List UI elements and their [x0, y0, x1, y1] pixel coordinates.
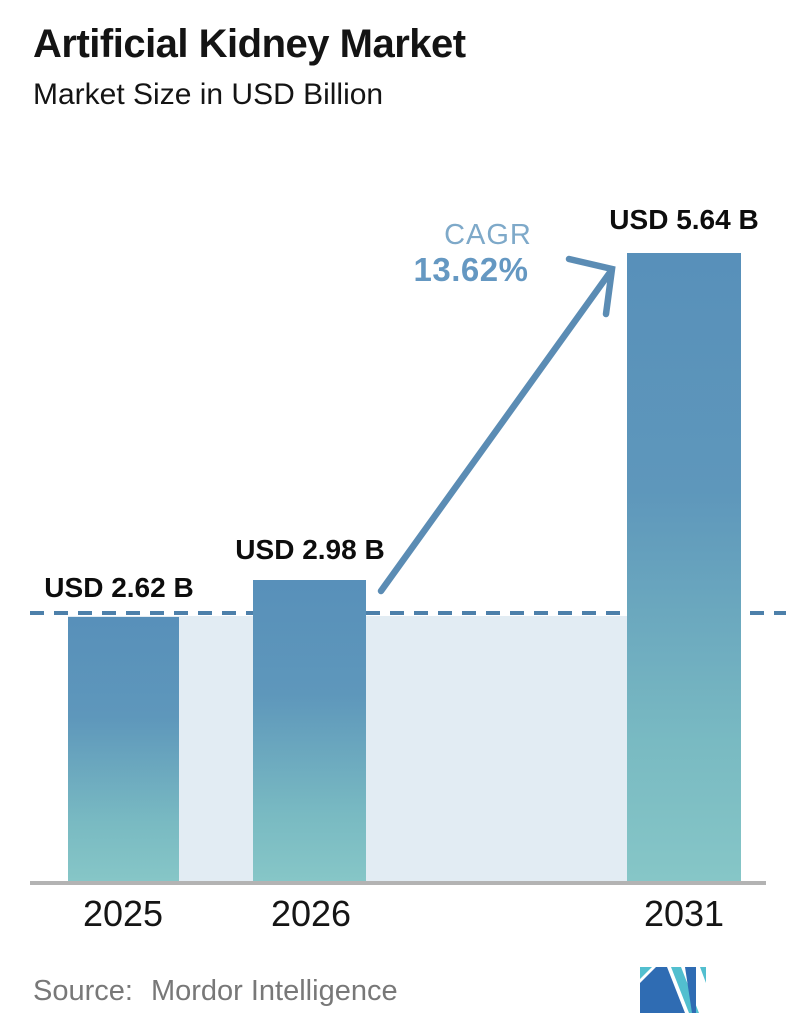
source-attribution: Source: Mordor Intelligence: [33, 975, 398, 1008]
x-axis-line: [30, 881, 766, 885]
baseline-dashed-line: [30, 611, 786, 615]
chart-title: Artificial Kidney Market: [33, 22, 466, 66]
bar-value-label-2031: USD 5.64 B: [609, 204, 759, 235]
bar-value-label-2026: USD 2.98 B: [235, 534, 385, 565]
x-tick-2025: 2025: [82, 893, 164, 934]
x-tick-2026: 2026: [270, 893, 352, 934]
cagr-value: 13.62%: [413, 251, 529, 288]
source-name: Mordor Intelligence: [150, 975, 398, 1007]
x-tick-2031: 2031: [643, 893, 725, 934]
cagr-label: CAGR: [444, 219, 532, 251]
bar-2025: [68, 617, 179, 881]
bar-2026: [253, 580, 366, 881]
source-label: Source:: [33, 975, 133, 1007]
chart-subtitle: Market Size in USD Billion: [33, 78, 384, 111]
mordor-intelligence-logo: [640, 967, 706, 1013]
bar-2031: [627, 253, 741, 881]
bar-value-label-2025: USD 2.62 B: [44, 572, 194, 603]
